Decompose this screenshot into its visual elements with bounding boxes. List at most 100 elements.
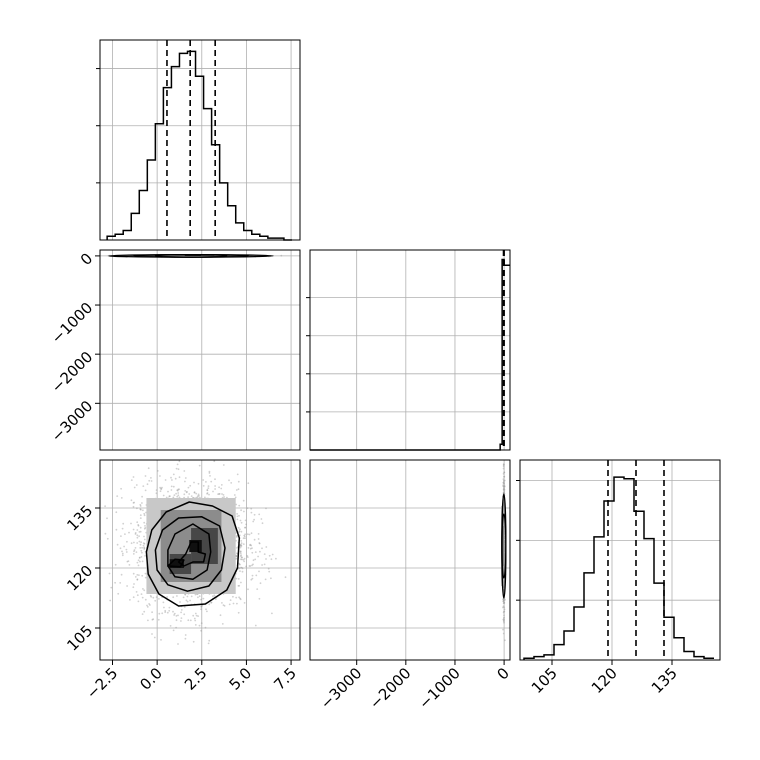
- scatter-point: [503, 568, 505, 570]
- scatter-point: [503, 543, 505, 546]
- scatter-point: [503, 548, 506, 551]
- scatter-point: [170, 476, 172, 479]
- contours-2-0: [145, 501, 241, 607]
- scatter-point: [503, 479, 506, 482]
- scatter-point: [245, 523, 248, 526]
- scatter-point: [198, 464, 201, 467]
- scatter-point: [142, 485, 145, 487]
- scatter-point: [136, 542, 139, 544]
- scatter-point: [228, 603, 231, 606]
- scatter-point: [138, 574, 140, 576]
- scatter-point: [176, 489, 179, 492]
- scatter-point: [144, 555, 147, 557]
- scatter-point: [172, 473, 175, 476]
- scatter-point: [503, 524, 505, 527]
- scatter-point: [503, 580, 505, 582]
- scatter-point: [503, 558, 506, 561]
- scatter-point: [503, 581, 505, 584]
- scatter-point: [143, 527, 146, 530]
- scatter-point: [148, 603, 151, 605]
- xtick-label-0-3: 5.0: [226, 664, 256, 694]
- scatter-point: [194, 593, 197, 596]
- scatter-point: [237, 585, 240, 587]
- scatter-point: [193, 481, 195, 484]
- scatter-point: [251, 574, 254, 577]
- scatter-point: [202, 479, 205, 481]
- scatter-point: [128, 531, 130, 534]
- scatter-point: [244, 519, 247, 522]
- scatter-point: [502, 481, 505, 484]
- scatter-point: [503, 559, 505, 562]
- scatter-point: [239, 555, 242, 557]
- scatter-point: [243, 560, 246, 563]
- scatter-point: [502, 485, 505, 488]
- scatter-point: [123, 545, 125, 548]
- scatter-point: [166, 596, 169, 598]
- scatter-point: [202, 485, 205, 487]
- scatter-point: [503, 510, 506, 512]
- scatter-point: [503, 543, 505, 546]
- scatter-point: [186, 600, 189, 603]
- scatter-point: [503, 556, 506, 559]
- scatter-point: [150, 477, 152, 479]
- scatter-point: [244, 537, 246, 540]
- scatter-point: [503, 533, 505, 536]
- scatter-point: [187, 619, 190, 622]
- scatter-point: [503, 530, 505, 533]
- scatter-point: [130, 522, 132, 525]
- scatter-point: [139, 543, 142, 546]
- scatter-point: [163, 606, 165, 609]
- scatter-point: [503, 559, 506, 562]
- scatter-point: [503, 487, 505, 490]
- scatter-point: [158, 612, 161, 615]
- scatter-point: [503, 533, 505, 536]
- scatter-point: [239, 544, 242, 546]
- scatter-point: [244, 526, 247, 529]
- scatter-point: [503, 566, 505, 568]
- scatter-point: [241, 566, 243, 569]
- scatter-point: [503, 606, 506, 609]
- scatter-point: [503, 560, 505, 563]
- scatter-point: [235, 555, 238, 558]
- scatter-point: [236, 518, 239, 521]
- scatter-point: [503, 482, 506, 484]
- scatter-point: [502, 605, 505, 608]
- frame-2: [519, 459, 721, 661]
- scatter-point: [184, 634, 187, 636]
- scatter-point: [503, 509, 505, 511]
- scatter-point: [164, 611, 167, 613]
- scatter-point: [235, 557, 238, 560]
- scatter-point: [503, 557, 506, 560]
- density-cell-2-0-4: [169, 559, 184, 568]
- scatter-point: [503, 528, 505, 530]
- scatter-point: [503, 616, 505, 619]
- scatter-point: [222, 604, 225, 606]
- scatter-point: [503, 561, 506, 564]
- scatter-point: [504, 598, 506, 601]
- scatter-point: [172, 596, 175, 599]
- scatter-point: [136, 507, 138, 510]
- scatter-point: [503, 531, 505, 533]
- scatter-point: [503, 510, 505, 512]
- scatter-point: [214, 485, 217, 487]
- scatter-point: [239, 552, 242, 555]
- scatter-point: [254, 558, 257, 561]
- scatter-point: [503, 535, 505, 537]
- scatter-point: [198, 494, 200, 497]
- grid-0: [100, 40, 300, 240]
- scatter-point: [202, 597, 205, 600]
- scatter-point: [168, 609, 171, 612]
- scatter-point: [502, 598, 505, 601]
- scatter-point: [192, 640, 195, 643]
- scatter-point: [175, 615, 178, 617]
- scatter-point: [503, 554, 506, 557]
- scatter-point: [197, 482, 200, 485]
- scatter-point: [249, 544, 251, 546]
- scatter-point: [195, 614, 198, 617]
- scatter-point: [503, 525, 505, 528]
- scatter-point: [214, 478, 216, 481]
- scatter-point: [503, 537, 506, 539]
- scatter-point: [258, 542, 261, 544]
- scatter-point: [236, 515, 239, 518]
- scatter-point: [503, 549, 506, 552]
